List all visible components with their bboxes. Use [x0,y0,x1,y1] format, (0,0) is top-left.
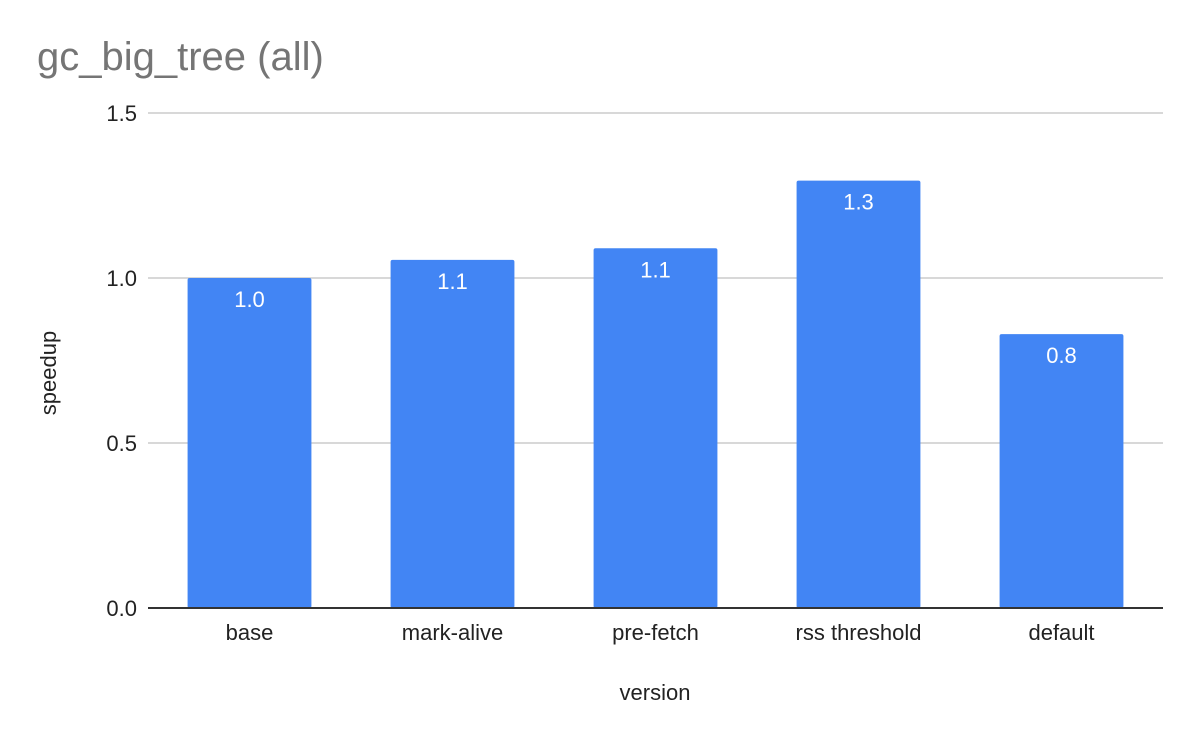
bars: 1.0 1.1 1.1 1.3 0.8 [187,180,1124,609]
data-label: 1.1 [437,269,468,294]
x-tick-label: pre-fetch [612,620,699,645]
data-label: 1.1 [640,257,671,282]
bar-mark-alive [390,259,515,608]
x-tick-label: mark-alive [402,620,503,645]
data-label: 0.8 [1046,343,1077,368]
y-tick-label: 1.0 [106,266,137,291]
x-tick-label: base [226,620,274,645]
chart-title: gc_big_tree (all) [37,35,324,79]
bar-default [999,334,1124,608]
data-label: 1.0 [234,287,265,312]
y-tick-label: 1.5 [106,101,137,126]
bar-rss-threshold [796,180,921,608]
y-tick-labels: 0.0 0.5 1.0 1.5 [106,101,137,621]
y-tick-label: 0.0 [106,596,137,621]
x-tick-label: rss threshold [796,620,922,645]
y-tick-label: 0.5 [106,431,137,456]
x-tick-label: default [1028,620,1094,645]
bar-base [187,278,312,608]
x-tick-labels: base mark-alive pre-fetch rss threshold defa… [226,620,1095,645]
data-label: 1.3 [843,190,874,215]
x-axis-title: version [620,680,691,705]
bar-pre-fetch [593,248,718,609]
y-axis-title: speedup [36,331,61,415]
